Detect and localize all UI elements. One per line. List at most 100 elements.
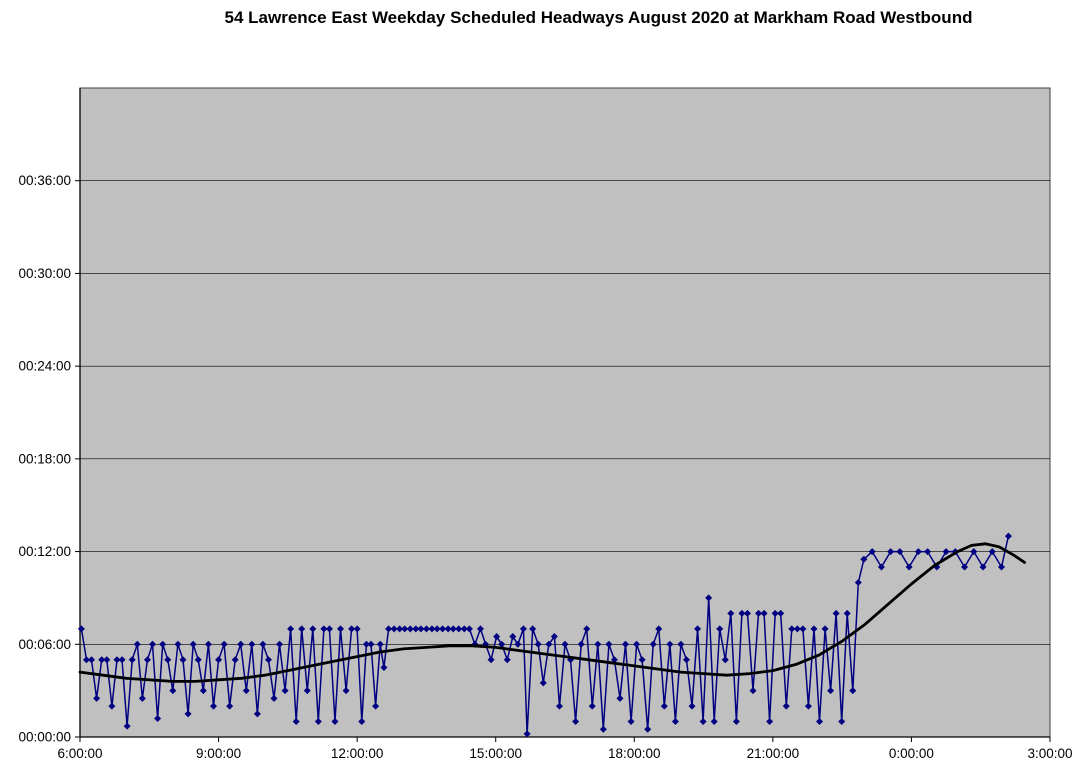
data-point-marker xyxy=(727,609,735,617)
data-point-marker xyxy=(605,640,613,648)
data-point-marker xyxy=(367,640,375,648)
data-point-marker xyxy=(439,625,447,633)
data-point-marker xyxy=(694,625,702,633)
data-point-marker xyxy=(638,656,646,664)
data-point-marker xyxy=(519,625,527,633)
data-point-marker xyxy=(465,625,473,633)
series-scheduled-headways xyxy=(77,532,1012,738)
data-point-marker xyxy=(433,625,441,633)
data-point-marker xyxy=(588,702,596,710)
data-point-marker xyxy=(417,625,425,633)
data-point-marker xyxy=(209,702,217,710)
data-point-marker xyxy=(616,694,624,702)
x-tick-label: 18:00:00 xyxy=(608,746,661,761)
data-point-marker xyxy=(529,625,537,633)
data-point-marker xyxy=(594,640,602,648)
data-point-marker xyxy=(118,656,126,664)
data-point-marker xyxy=(298,625,306,633)
series-trend xyxy=(78,542,1026,683)
data-point-marker xyxy=(325,625,333,633)
data-point-marker xyxy=(412,625,420,633)
data-point-marker xyxy=(555,702,563,710)
data-point-marker xyxy=(804,702,812,710)
data-point-marker xyxy=(924,548,932,556)
data-point-marker xyxy=(169,687,177,695)
data-point-marker xyxy=(716,625,724,633)
data-point-marker xyxy=(314,718,322,726)
data-point-marker xyxy=(810,625,818,633)
data-point-marker xyxy=(98,656,106,664)
y-tick-label: 00:00:00 xyxy=(18,730,71,745)
data-point-marker xyxy=(503,656,511,664)
x-tick-label: 21:00:00 xyxy=(747,746,800,761)
data-point-marker xyxy=(220,640,228,648)
x-tick-label: 12:00:00 xyxy=(331,746,384,761)
data-point-marker xyxy=(401,625,409,633)
data-point-marker xyxy=(320,625,328,633)
data-point-marker xyxy=(143,656,151,664)
data-point-marker xyxy=(248,640,256,648)
data-point-marker xyxy=(788,625,796,633)
data-point-marker xyxy=(988,548,996,556)
data-point-marker xyxy=(164,656,172,664)
data-point-marker xyxy=(259,640,267,648)
data-point-marker xyxy=(159,640,167,648)
data-point-marker xyxy=(599,725,607,733)
data-point-marker xyxy=(406,625,414,633)
data-point-marker xyxy=(682,656,690,664)
data-point-marker xyxy=(358,718,366,726)
data-point-marker xyxy=(961,563,969,571)
data-point-marker xyxy=(721,656,729,664)
data-point-marker xyxy=(534,640,542,648)
data-point-marker xyxy=(545,640,553,648)
data-point-marker xyxy=(854,578,862,586)
data-point-marker xyxy=(914,548,922,556)
data-point-marker xyxy=(1004,532,1012,540)
data-point-marker xyxy=(215,656,223,664)
data-point-marker xyxy=(82,656,90,664)
data-point-marker xyxy=(655,625,663,633)
data-point-marker xyxy=(231,656,239,664)
data-point-marker xyxy=(622,640,630,648)
data-point-marker xyxy=(877,563,885,571)
data-point-marker xyxy=(189,640,197,648)
data-point-marker xyxy=(337,625,345,633)
y-tick-label: 00:30:00 xyxy=(18,266,71,281)
data-point-marker xyxy=(113,656,121,664)
data-point-marker xyxy=(583,625,591,633)
data-point-marker xyxy=(88,656,96,664)
data-point-marker xyxy=(444,625,452,633)
x-tick-label: 15:00:00 xyxy=(469,746,522,761)
data-point-marker xyxy=(970,548,978,556)
data-point-marker xyxy=(390,625,398,633)
data-point-marker xyxy=(342,687,350,695)
data-point-marker xyxy=(771,609,779,617)
data-point-marker xyxy=(843,609,851,617)
data-point-marker xyxy=(699,718,707,726)
data-point-marker xyxy=(979,563,987,571)
x-tick-label: 3:00:00 xyxy=(1027,746,1072,761)
data-point-marker xyxy=(832,609,840,617)
data-point-marker xyxy=(237,640,245,648)
data-point-marker xyxy=(887,548,895,556)
data-point-marker xyxy=(93,694,101,702)
data-point-marker xyxy=(896,548,904,556)
data-point-marker xyxy=(666,640,674,648)
data-point-marker xyxy=(372,702,380,710)
data-point-marker xyxy=(133,640,141,648)
data-point-marker xyxy=(204,640,212,648)
data-point-marker xyxy=(766,718,774,726)
data-point-marker xyxy=(449,625,457,633)
data-point-marker xyxy=(348,625,356,633)
data-point-marker xyxy=(777,609,785,617)
data-point-marker xyxy=(561,640,569,648)
data-point-marker xyxy=(688,702,696,710)
data-point-marker xyxy=(103,656,111,664)
data-point-marker xyxy=(514,640,522,648)
data-point-marker xyxy=(671,718,679,726)
data-point-marker xyxy=(755,609,763,617)
data-point-marker xyxy=(428,625,436,633)
data-point-marker xyxy=(793,625,801,633)
